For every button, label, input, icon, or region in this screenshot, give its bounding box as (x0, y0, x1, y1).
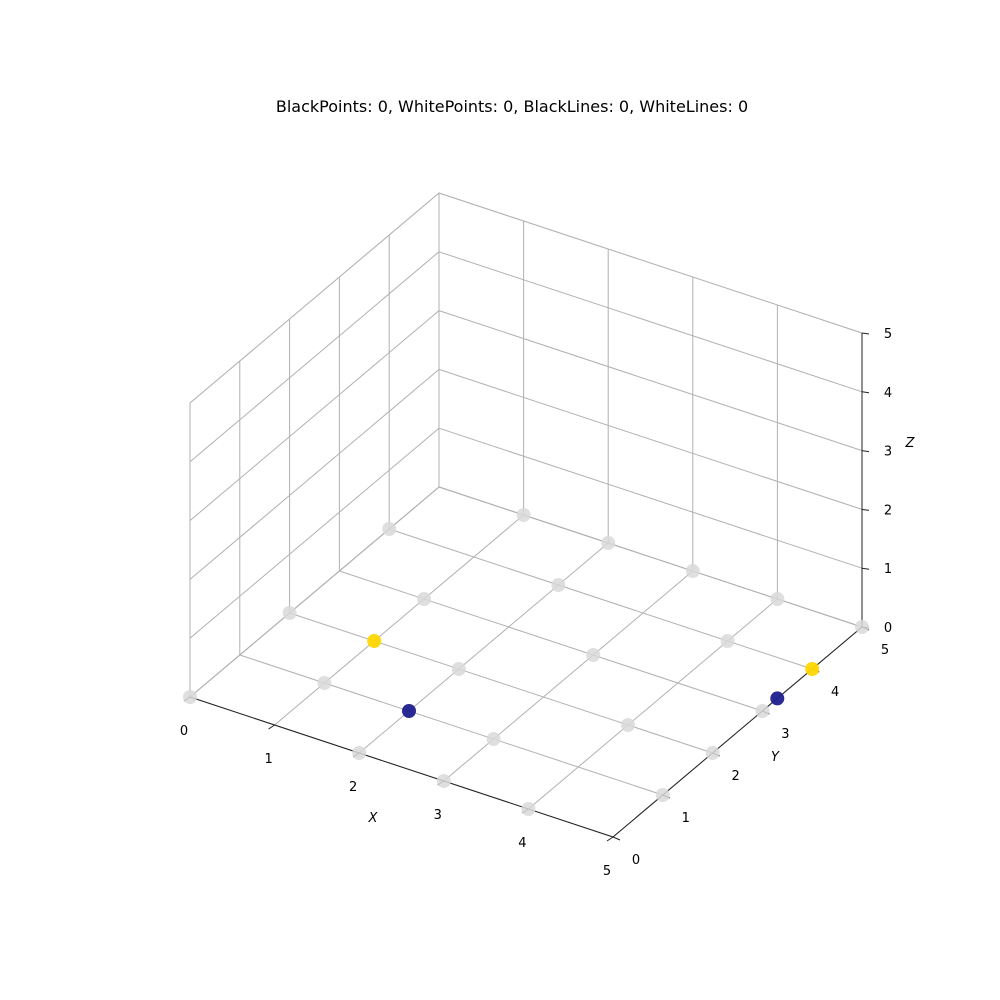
floor-grid-y-1 (239, 654, 663, 796)
z-tick-label: 3 (884, 445, 892, 460)
back-grid-z-3 (438, 310, 863, 452)
data-point (705, 746, 720, 760)
data-point (855, 620, 869, 634)
x-tick-label: 3 (434, 808, 442, 823)
x-tick-label: 2 (349, 780, 357, 795)
data-point (436, 774, 451, 788)
left-grid-z-3 (189, 310, 440, 521)
y-axis-label: Y (771, 750, 780, 765)
data-point (282, 606, 297, 620)
data-point (551, 578, 566, 592)
grid-lines (189, 192, 863, 838)
back-grid-z-2 (438, 368, 863, 510)
data-points (183, 508, 869, 816)
x-tick-label: 5 (603, 864, 611, 879)
x-tick-label: 4 (518, 836, 526, 851)
y-axis-line (612, 626, 863, 838)
x-tick-mark (268, 724, 275, 730)
data-point (451, 662, 466, 676)
floor-pane (188, 486, 864, 838)
left-grid-z-4 (189, 251, 440, 463)
data-point (685, 564, 700, 578)
z-tick-label: 2 (884, 503, 892, 518)
y-tick-label: 4 (831, 685, 839, 700)
z-tick-mark (861, 450, 870, 453)
back-grid-z-1 (438, 427, 863, 569)
data-point (720, 634, 735, 648)
left-grid-z-2 (189, 369, 440, 580)
chart-title: BlackPoints: 0, WhitePoints: 0, BlackLin… (276, 97, 748, 116)
floor-grid-y-4 (389, 528, 813, 670)
y-tick-label: 1 (682, 811, 690, 826)
y-tick-mark (612, 836, 621, 841)
z-tick-mark (861, 508, 870, 511)
floor-grid-y-2 (289, 612, 713, 754)
back-pane (438, 192, 863, 628)
y-tick-label: 3 (781, 727, 789, 742)
data-point (486, 732, 501, 746)
data-point (417, 592, 431, 606)
z-axis-label: Z (905, 436, 916, 451)
z-tick-mark (861, 391, 870, 394)
floor-grid-x-4 (528, 598, 778, 810)
x-tick-label: 0 (180, 724, 188, 739)
z-tick-label: 0 (884, 621, 892, 636)
tick-labels: 0 1 2 3 4 5 0 1 2 3 4 5 0 1 2 3 4 5 (180, 327, 892, 879)
data-point (770, 592, 785, 606)
back-grid-z-5 (438, 192, 863, 334)
data-point (655, 788, 670, 802)
data-point (805, 662, 820, 676)
y-tick-label: 0 (632, 853, 640, 868)
z-tick-mark (861, 332, 870, 335)
x-axis-label: X (368, 811, 379, 826)
left-grid-z-1 (189, 427, 440, 639)
data-point (382, 522, 397, 536)
x-tick-mark (606, 836, 614, 842)
z-tick-mark (861, 567, 870, 570)
data-point (621, 718, 635, 732)
data-point (770, 691, 785, 706)
z-tick-label: 1 (884, 562, 892, 577)
z-tick-label: 5 (884, 327, 892, 342)
data-point (317, 676, 332, 690)
data-point (601, 536, 616, 550)
floor-grid-x-3 (443, 570, 694, 782)
floor-grid-y-3 (339, 570, 763, 712)
y-tick-label: 5 (881, 643, 889, 658)
floor-grid-x-1 (274, 514, 524, 726)
floor-grid-x-2 (358, 542, 609, 754)
data-point (521, 802, 536, 816)
y-tick-label: 2 (731, 769, 739, 784)
data-point (367, 634, 382, 648)
left-grid-z-5 (189, 192, 440, 404)
axis-spines (183, 332, 870, 842)
data-point (183, 690, 197, 704)
x-tick-label: 1 (264, 752, 272, 767)
z-tick-label: 4 (884, 386, 892, 401)
x-axis-line (189, 696, 614, 838)
data-point (352, 746, 367, 760)
floor-grid-y-5 (438, 486, 863, 628)
left-grid-z-0 (189, 486, 440, 698)
data-point (586, 648, 601, 662)
data-point (516, 508, 531, 522)
back-grid-z-4 (438, 251, 863, 393)
data-point (402, 704, 416, 718)
data-point (755, 704, 770, 718)
